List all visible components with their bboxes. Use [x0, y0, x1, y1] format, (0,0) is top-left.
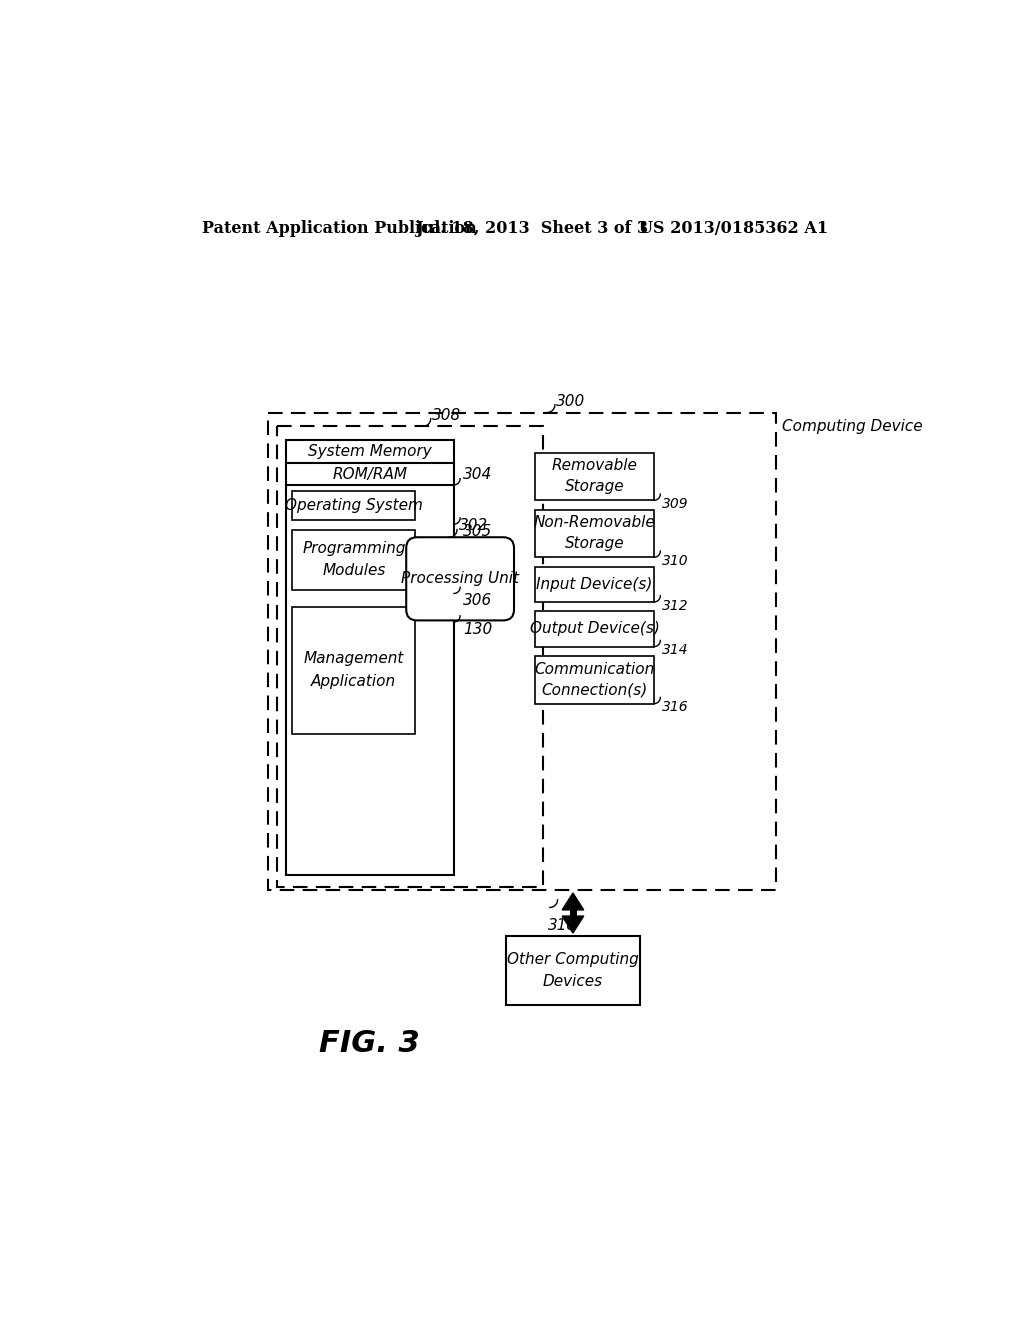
Text: US 2013/0185362 A1: US 2013/0185362 A1 — [639, 220, 827, 238]
Text: Jul. 18, 2013  Sheet 3 of 3: Jul. 18, 2013 Sheet 3 of 3 — [416, 220, 648, 238]
FancyBboxPatch shape — [407, 537, 514, 620]
Text: Computing Device: Computing Device — [782, 418, 923, 434]
Text: 316: 316 — [662, 701, 688, 714]
Text: Removable
Storage: Removable Storage — [552, 458, 637, 495]
Text: 302: 302 — [459, 519, 487, 533]
Text: System Memory: System Memory — [308, 445, 432, 459]
FancyBboxPatch shape — [535, 510, 654, 557]
Text: Non-Removable
Storage: Non-Removable Storage — [534, 515, 655, 552]
FancyBboxPatch shape — [506, 936, 640, 1006]
Text: 314: 314 — [662, 644, 688, 657]
Text: 304: 304 — [463, 466, 493, 482]
Text: 312: 312 — [662, 599, 688, 612]
Text: 308: 308 — [432, 408, 462, 422]
Text: Communication
Connection(s): Communication Connection(s) — [535, 661, 654, 698]
Text: 318: 318 — [548, 919, 578, 933]
Text: Operating System: Operating System — [285, 498, 423, 513]
Text: FIG. 3: FIG. 3 — [318, 1028, 420, 1057]
FancyBboxPatch shape — [292, 607, 416, 734]
FancyBboxPatch shape — [535, 611, 654, 647]
Text: 310: 310 — [662, 554, 688, 568]
Text: Management
Application: Management Application — [304, 652, 404, 689]
FancyBboxPatch shape — [535, 453, 654, 500]
Text: 306: 306 — [463, 594, 493, 609]
Text: Input Device(s): Input Device(s) — [537, 577, 652, 591]
FancyBboxPatch shape — [535, 566, 654, 602]
Text: Output Device(s): Output Device(s) — [529, 622, 659, 636]
Polygon shape — [562, 892, 584, 909]
Text: Processing Unit: Processing Unit — [401, 572, 519, 586]
Text: Programming
Modules: Programming Modules — [302, 541, 406, 578]
Text: ROM/RAM: ROM/RAM — [333, 466, 408, 482]
FancyBboxPatch shape — [292, 491, 416, 520]
Text: Other Computing
Devices: Other Computing Devices — [507, 952, 639, 990]
Text: 309: 309 — [662, 498, 688, 511]
FancyBboxPatch shape — [286, 441, 454, 875]
Text: 305: 305 — [463, 524, 493, 539]
Text: 300: 300 — [556, 393, 586, 409]
Text: Patent Application Publication: Patent Application Publication — [202, 220, 477, 238]
FancyBboxPatch shape — [292, 529, 416, 590]
Text: 130: 130 — [463, 622, 493, 638]
FancyBboxPatch shape — [535, 656, 654, 704]
Polygon shape — [562, 916, 584, 933]
